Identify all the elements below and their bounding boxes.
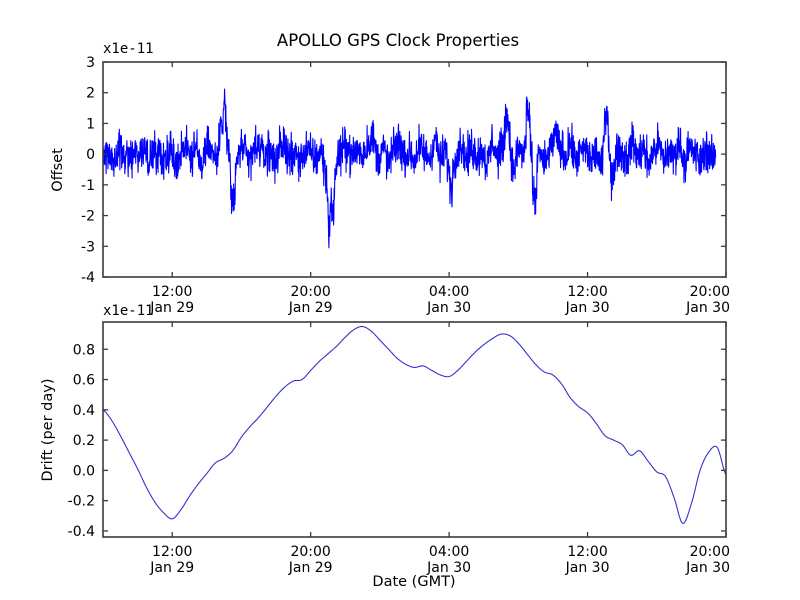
drift-exponent-label: x1e-11 [103, 303, 154, 319]
offset-panel: APOLLO GPS Clock Properties x1e-11 Offse… [50, 31, 730, 316]
drift-xtick-time-label: 12:00 [152, 544, 192, 560]
offset-xtick-date-label: Jan 29 [149, 300, 194, 316]
drift-xtick-time-label: 12:00 [567, 544, 607, 560]
drift-ytick-label: 0.4 [73, 403, 95, 419]
drift-y-axis-label: Drift (per day) [40, 379, 56, 482]
offset-ytick-label: -1 [81, 178, 95, 194]
offset-axes-frame [102, 61, 727, 278]
page-title: APOLLO GPS Clock Properties [277, 31, 519, 50]
drift-xtick-date-label: Jan 30 [565, 560, 610, 576]
drift-line [102, 325, 727, 524]
drift-plot-background [103, 322, 726, 537]
drift-xtick-date-label: Jan 29 [288, 560, 333, 576]
drift-xtick-date-label: Jan 30 [685, 560, 730, 576]
drift-xtick-time-label: 04:00 [429, 544, 469, 560]
drift-ytick-label: -0.2 [68, 494, 95, 510]
offset-ytick-label: 1 [86, 116, 95, 132]
offset-xtick-date-label: Jan 30 [426, 300, 471, 316]
drift-ytick-label: -0.4 [68, 524, 95, 540]
drift-axes-frame [102, 321, 727, 538]
offset-xtick-time-label: 12:00 [567, 284, 607, 300]
drift-y-ticks: 0.8 0.6 0.4 0.2 0.0 -0.2 -0.4 [68, 342, 726, 540]
drift-ytick-label: 0.0 [73, 463, 95, 479]
offset-ytick-label: -3 [81, 239, 95, 255]
drift-xtick-date-label: Jan 30 [426, 560, 471, 576]
offset-xtick-date-label: Jan 29 [288, 300, 333, 316]
drift-xtick-time-label: 20:00 [690, 544, 730, 560]
offset-ytick-label: -4 [81, 270, 95, 286]
drift-x-axis-label: Date (GMT) [372, 574, 455, 590]
offset-xtick-time-label: 04:00 [429, 284, 469, 300]
drift-ytick-label: 0.8 [73, 342, 95, 358]
offset-line [102, 88, 717, 249]
offset-ytick-label: -2 [81, 209, 95, 225]
drift-xtick-time-label: 20:00 [290, 544, 330, 560]
offset-ytick-label: 0 [86, 147, 95, 163]
offset-xtick-date-label: Jan 30 [685, 300, 730, 316]
offset-xtick-time-label: 20:00 [690, 284, 730, 300]
offset-y-axis-label: Offset [50, 148, 66, 192]
drift-ytick-label: 0.6 [73, 373, 95, 389]
offset-xtick-time-label: 20:00 [290, 284, 330, 300]
drift-data-series [102, 325, 727, 524]
drift-xtick-date-label: Jan 29 [149, 560, 194, 576]
offset-xtick-time-label: 12:00 [152, 284, 192, 300]
offset-ytick-label: 2 [86, 86, 95, 102]
drift-panel: x1e-11 Drift (per day) Date (GMT) 0.8 0.6… [40, 303, 730, 590]
offset-data-series [102, 88, 717, 249]
offset-exponent-label: x1e-11 [103, 41, 154, 57]
drift-ytick-label: 0.2 [73, 433, 95, 449]
offset-ytick-label: 3 [86, 55, 95, 71]
offset-xtick-date-label: Jan 30 [565, 300, 610, 316]
